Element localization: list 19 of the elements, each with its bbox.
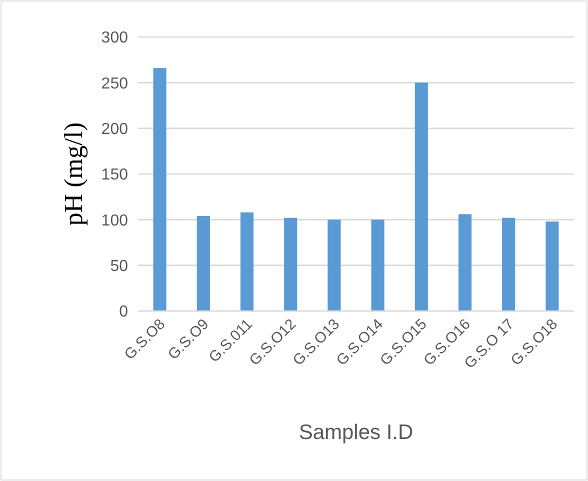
bar: [458, 214, 472, 311]
y-tick-label: 0: [119, 304, 128, 321]
y-tick-label: 50: [110, 258, 128, 275]
bar: [546, 221, 559, 311]
y-tick-label: 250: [101, 75, 128, 92]
bar: [328, 220, 341, 311]
bar: [284, 218, 298, 311]
y-tick-label: 200: [101, 120, 128, 138]
y-tick-label: 100: [101, 212, 128, 230]
bar: [502, 218, 516, 311]
y-axis-title: pH (mg/l): [59, 122, 88, 226]
bar: [196, 216, 210, 311]
x-axis-title: Samples I.D: [298, 421, 414, 444]
bar: [371, 220, 384, 311]
y-tick-label: 150: [101, 166, 128, 184]
bar: [414, 82, 428, 311]
bar: [240, 212, 254, 311]
y-tick-label: 300: [101, 30, 128, 47]
bar: [153, 68, 166, 311]
